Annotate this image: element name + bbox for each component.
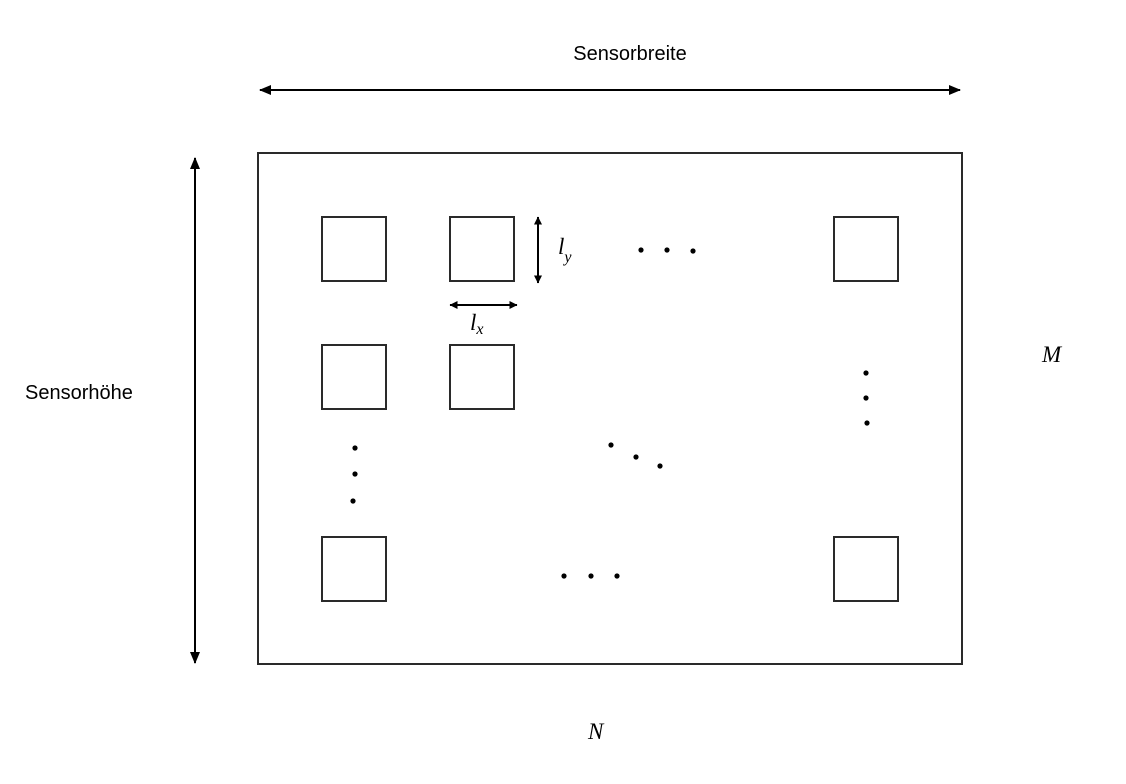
pixel-row2-col2 (449, 344, 515, 410)
sensor-width-label: Sensorbreite (573, 43, 686, 65)
pixel-width-label: lx (470, 310, 484, 338)
sensor-height-label: Sensorhöhe (25, 382, 133, 404)
sensor-outline (257, 152, 963, 665)
ellipsis-horizontal-top (638, 247, 696, 254)
pixel-row1-colN (833, 216, 899, 282)
columns-count-label: N (587, 719, 605, 744)
pixel-rowM-col1 (321, 536, 387, 602)
pixel-row1-col1 (321, 216, 387, 282)
rows-count-label: M (1041, 342, 1063, 367)
ellipsis-horizontal-bottom (561, 573, 620, 579)
pixel-row1-col2 (449, 216, 515, 282)
ellipsis-vertical-right (863, 370, 870, 426)
ellipsis-diagonal (608, 442, 663, 469)
ellipsis-vertical-left (350, 445, 358, 504)
pixel-row2-col1 (321, 344, 387, 410)
pixel-height-label: ly (558, 234, 572, 266)
pixel-rowM-colN (833, 536, 899, 602)
